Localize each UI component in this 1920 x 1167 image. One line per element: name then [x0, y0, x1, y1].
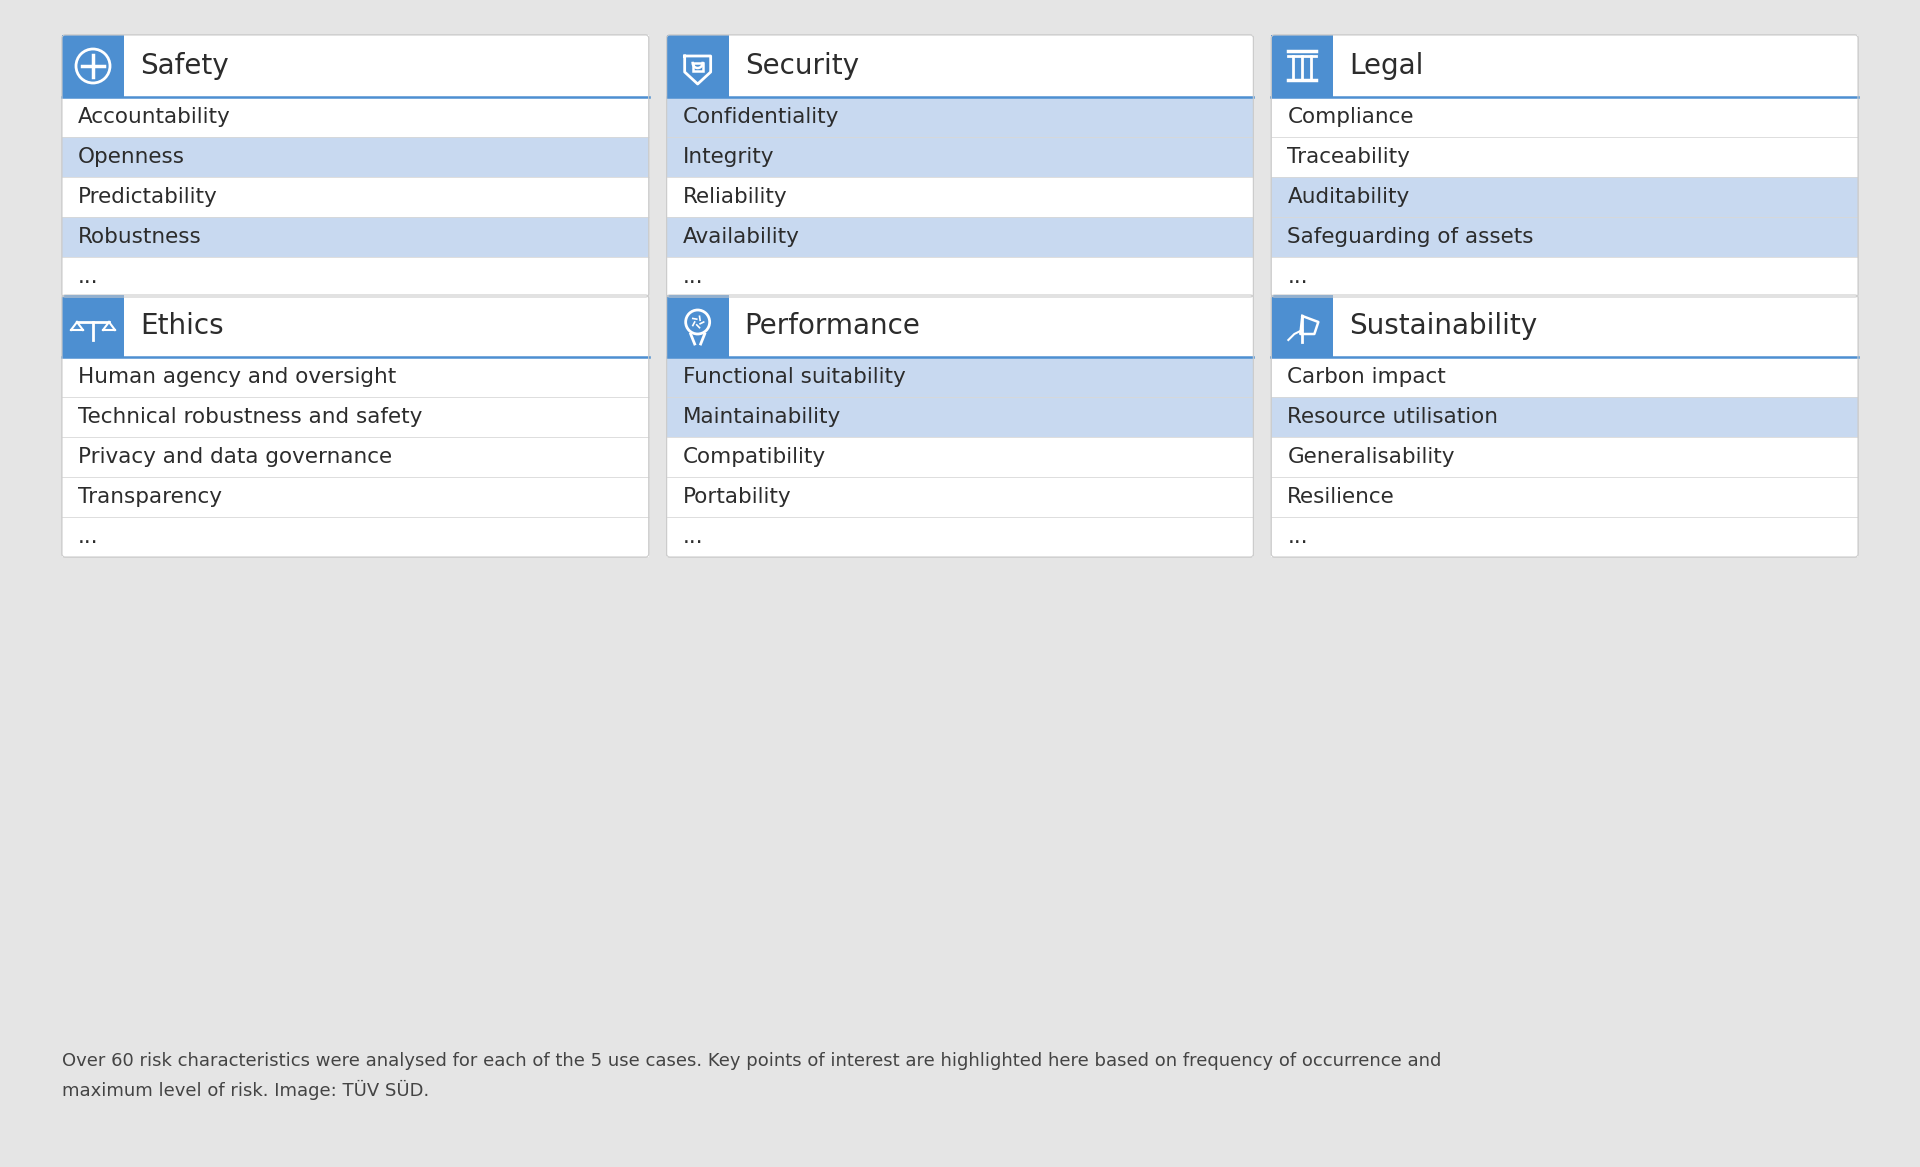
Bar [61, 97, 649, 137]
Text: Sustainability: Sustainability [1350, 312, 1538, 340]
Text: Safeguarding of assets: Safeguarding of assets [1286, 228, 1534, 247]
Bar [61, 436, 649, 477]
Bar [61, 517, 649, 557]
Text: ...: ... [684, 527, 703, 547]
Bar [61, 397, 649, 436]
Text: Reliability: Reliability [684, 187, 787, 207]
Text: Safety: Safety [140, 53, 228, 81]
Text: Functional suitability: Functional suitability [684, 366, 906, 387]
Bar [1271, 436, 1859, 477]
Text: Resource utilisation: Resource utilisation [1286, 407, 1498, 427]
FancyBboxPatch shape [1271, 295, 1859, 557]
Bar [61, 177, 649, 217]
Bar [666, 257, 1254, 296]
Text: ...: ... [79, 527, 98, 547]
Bar [1332, 35, 1859, 97]
Text: Robustness: Robustness [79, 228, 202, 247]
Text: Compatibility: Compatibility [684, 447, 826, 467]
Text: Predictability: Predictability [79, 187, 217, 207]
Text: Portability: Portability [684, 487, 791, 506]
Bar [61, 295, 125, 357]
Text: ...: ... [1286, 527, 1308, 547]
Bar [1332, 295, 1859, 357]
FancyBboxPatch shape [666, 295, 1254, 557]
Bar [61, 217, 649, 257]
Bar [1271, 97, 1859, 137]
Text: ...: ... [79, 267, 98, 287]
Bar [125, 295, 649, 357]
Bar [125, 35, 649, 97]
Text: Generalisability: Generalisability [1286, 447, 1455, 467]
Text: Ethics: Ethics [140, 312, 223, 340]
FancyBboxPatch shape [666, 35, 1254, 296]
Bar [61, 357, 649, 397]
Text: Privacy and data governance: Privacy and data governance [79, 447, 392, 467]
Bar [61, 477, 649, 517]
Bar [666, 357, 1254, 397]
Bar [693, 63, 703, 71]
Text: Human agency and oversight: Human agency and oversight [79, 366, 396, 387]
Bar [61, 257, 649, 296]
Bar [1271, 217, 1859, 257]
Bar [1271, 257, 1859, 296]
Text: Maintainability: Maintainability [684, 407, 841, 427]
Bar [666, 436, 1254, 477]
Text: Transparency: Transparency [79, 487, 223, 506]
Text: Over 60 risk characteristics were analysed for each of the 5 use cases. Key poin: Over 60 risk characteristics were analys… [61, 1051, 1442, 1099]
Text: Traceability: Traceability [1286, 147, 1409, 167]
Text: Accountability: Accountability [79, 107, 230, 127]
Text: Availability: Availability [684, 228, 799, 247]
Bar [61, 35, 125, 97]
Bar [666, 35, 730, 97]
Bar [1271, 477, 1859, 517]
FancyBboxPatch shape [61, 35, 649, 296]
Text: ...: ... [684, 267, 703, 287]
Text: Confidentiality: Confidentiality [684, 107, 839, 127]
Bar [1271, 295, 1332, 357]
Bar [1271, 35, 1332, 97]
Bar [666, 397, 1254, 436]
Bar [1271, 137, 1859, 177]
Bar [1271, 177, 1859, 217]
Text: Legal: Legal [1350, 53, 1425, 81]
Bar [1271, 517, 1859, 557]
Text: ...: ... [1286, 267, 1308, 287]
Text: Performance: Performance [745, 312, 920, 340]
Text: Integrity: Integrity [684, 147, 774, 167]
Bar [1271, 357, 1859, 397]
Bar [730, 35, 1254, 97]
Bar [666, 177, 1254, 217]
Bar [61, 137, 649, 177]
Text: Resilience: Resilience [1286, 487, 1396, 506]
Bar [666, 137, 1254, 177]
Bar [1271, 397, 1859, 436]
Bar [666, 295, 730, 357]
Bar [666, 477, 1254, 517]
FancyBboxPatch shape [61, 295, 649, 557]
FancyBboxPatch shape [1271, 35, 1859, 296]
Bar [666, 97, 1254, 137]
Bar [666, 217, 1254, 257]
Text: Carbon impact: Carbon impact [1286, 366, 1446, 387]
Bar [666, 517, 1254, 557]
Text: Openness: Openness [79, 147, 184, 167]
Bar [730, 295, 1254, 357]
Text: Technical robustness and safety: Technical robustness and safety [79, 407, 422, 427]
Text: Security: Security [745, 53, 858, 81]
Text: Auditability: Auditability [1286, 187, 1409, 207]
Text: Compliance: Compliance [1286, 107, 1413, 127]
